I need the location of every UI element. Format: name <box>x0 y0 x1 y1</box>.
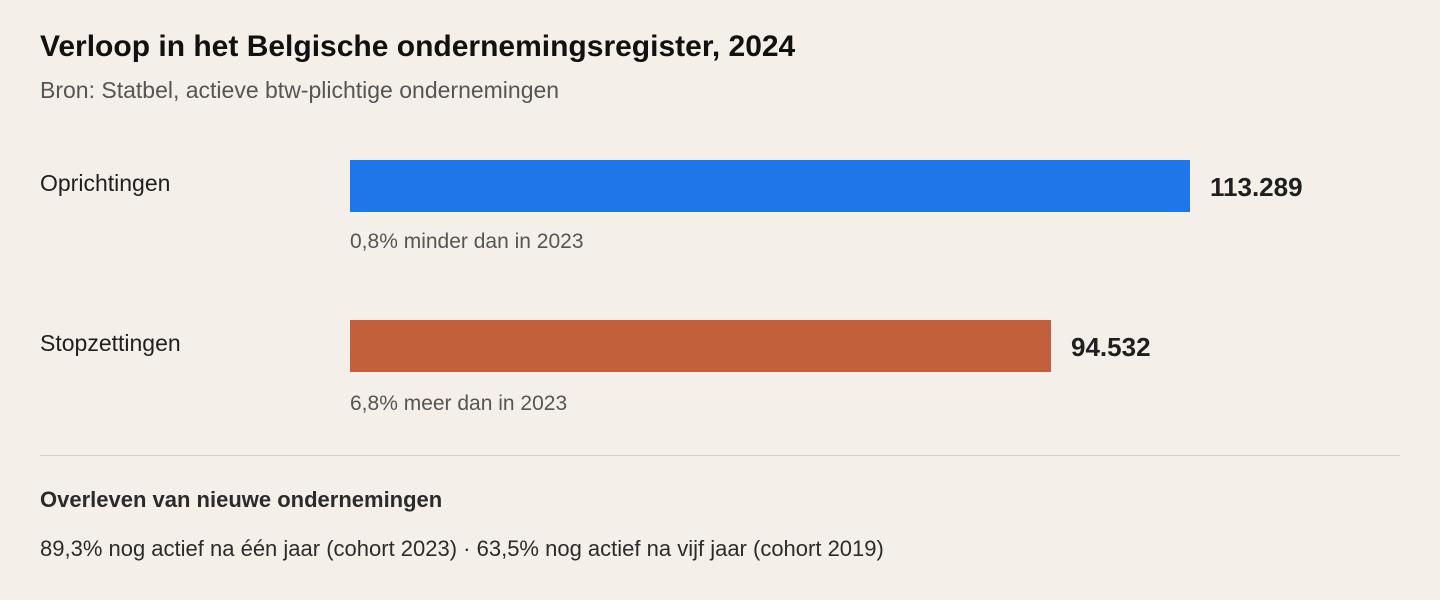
bar-oprichtingen <box>350 160 1190 212</box>
value-label-oprichtingen: 113.289 <box>1210 172 1303 202</box>
survival-heading: Overleven van nieuwe ondernemingen <box>40 487 443 512</box>
chart-title: Verloop in het Belgische ondernemingsreg… <box>40 30 796 63</box>
bar-stopzettingen <box>350 320 1051 372</box>
survival-text: 89,3% nog actief na één jaar (cohort 202… <box>40 536 884 561</box>
change-note-oprichtingen: 0,8% minder dan in 2023 <box>350 230 584 253</box>
category-label-oprichtingen: Oprichtingen <box>40 170 171 196</box>
section-divider <box>40 455 1400 456</box>
category-label-stopzettingen: Stopzettingen <box>40 330 181 356</box>
chart-subtitle: Bron: Statbel, actieve btw-plichtige ond… <box>40 77 560 103</box>
value-label-stopzettingen: 94.532 <box>1071 332 1151 362</box>
change-note-stopzettingen: 6,8% meer dan in 2023 <box>350 392 568 415</box>
